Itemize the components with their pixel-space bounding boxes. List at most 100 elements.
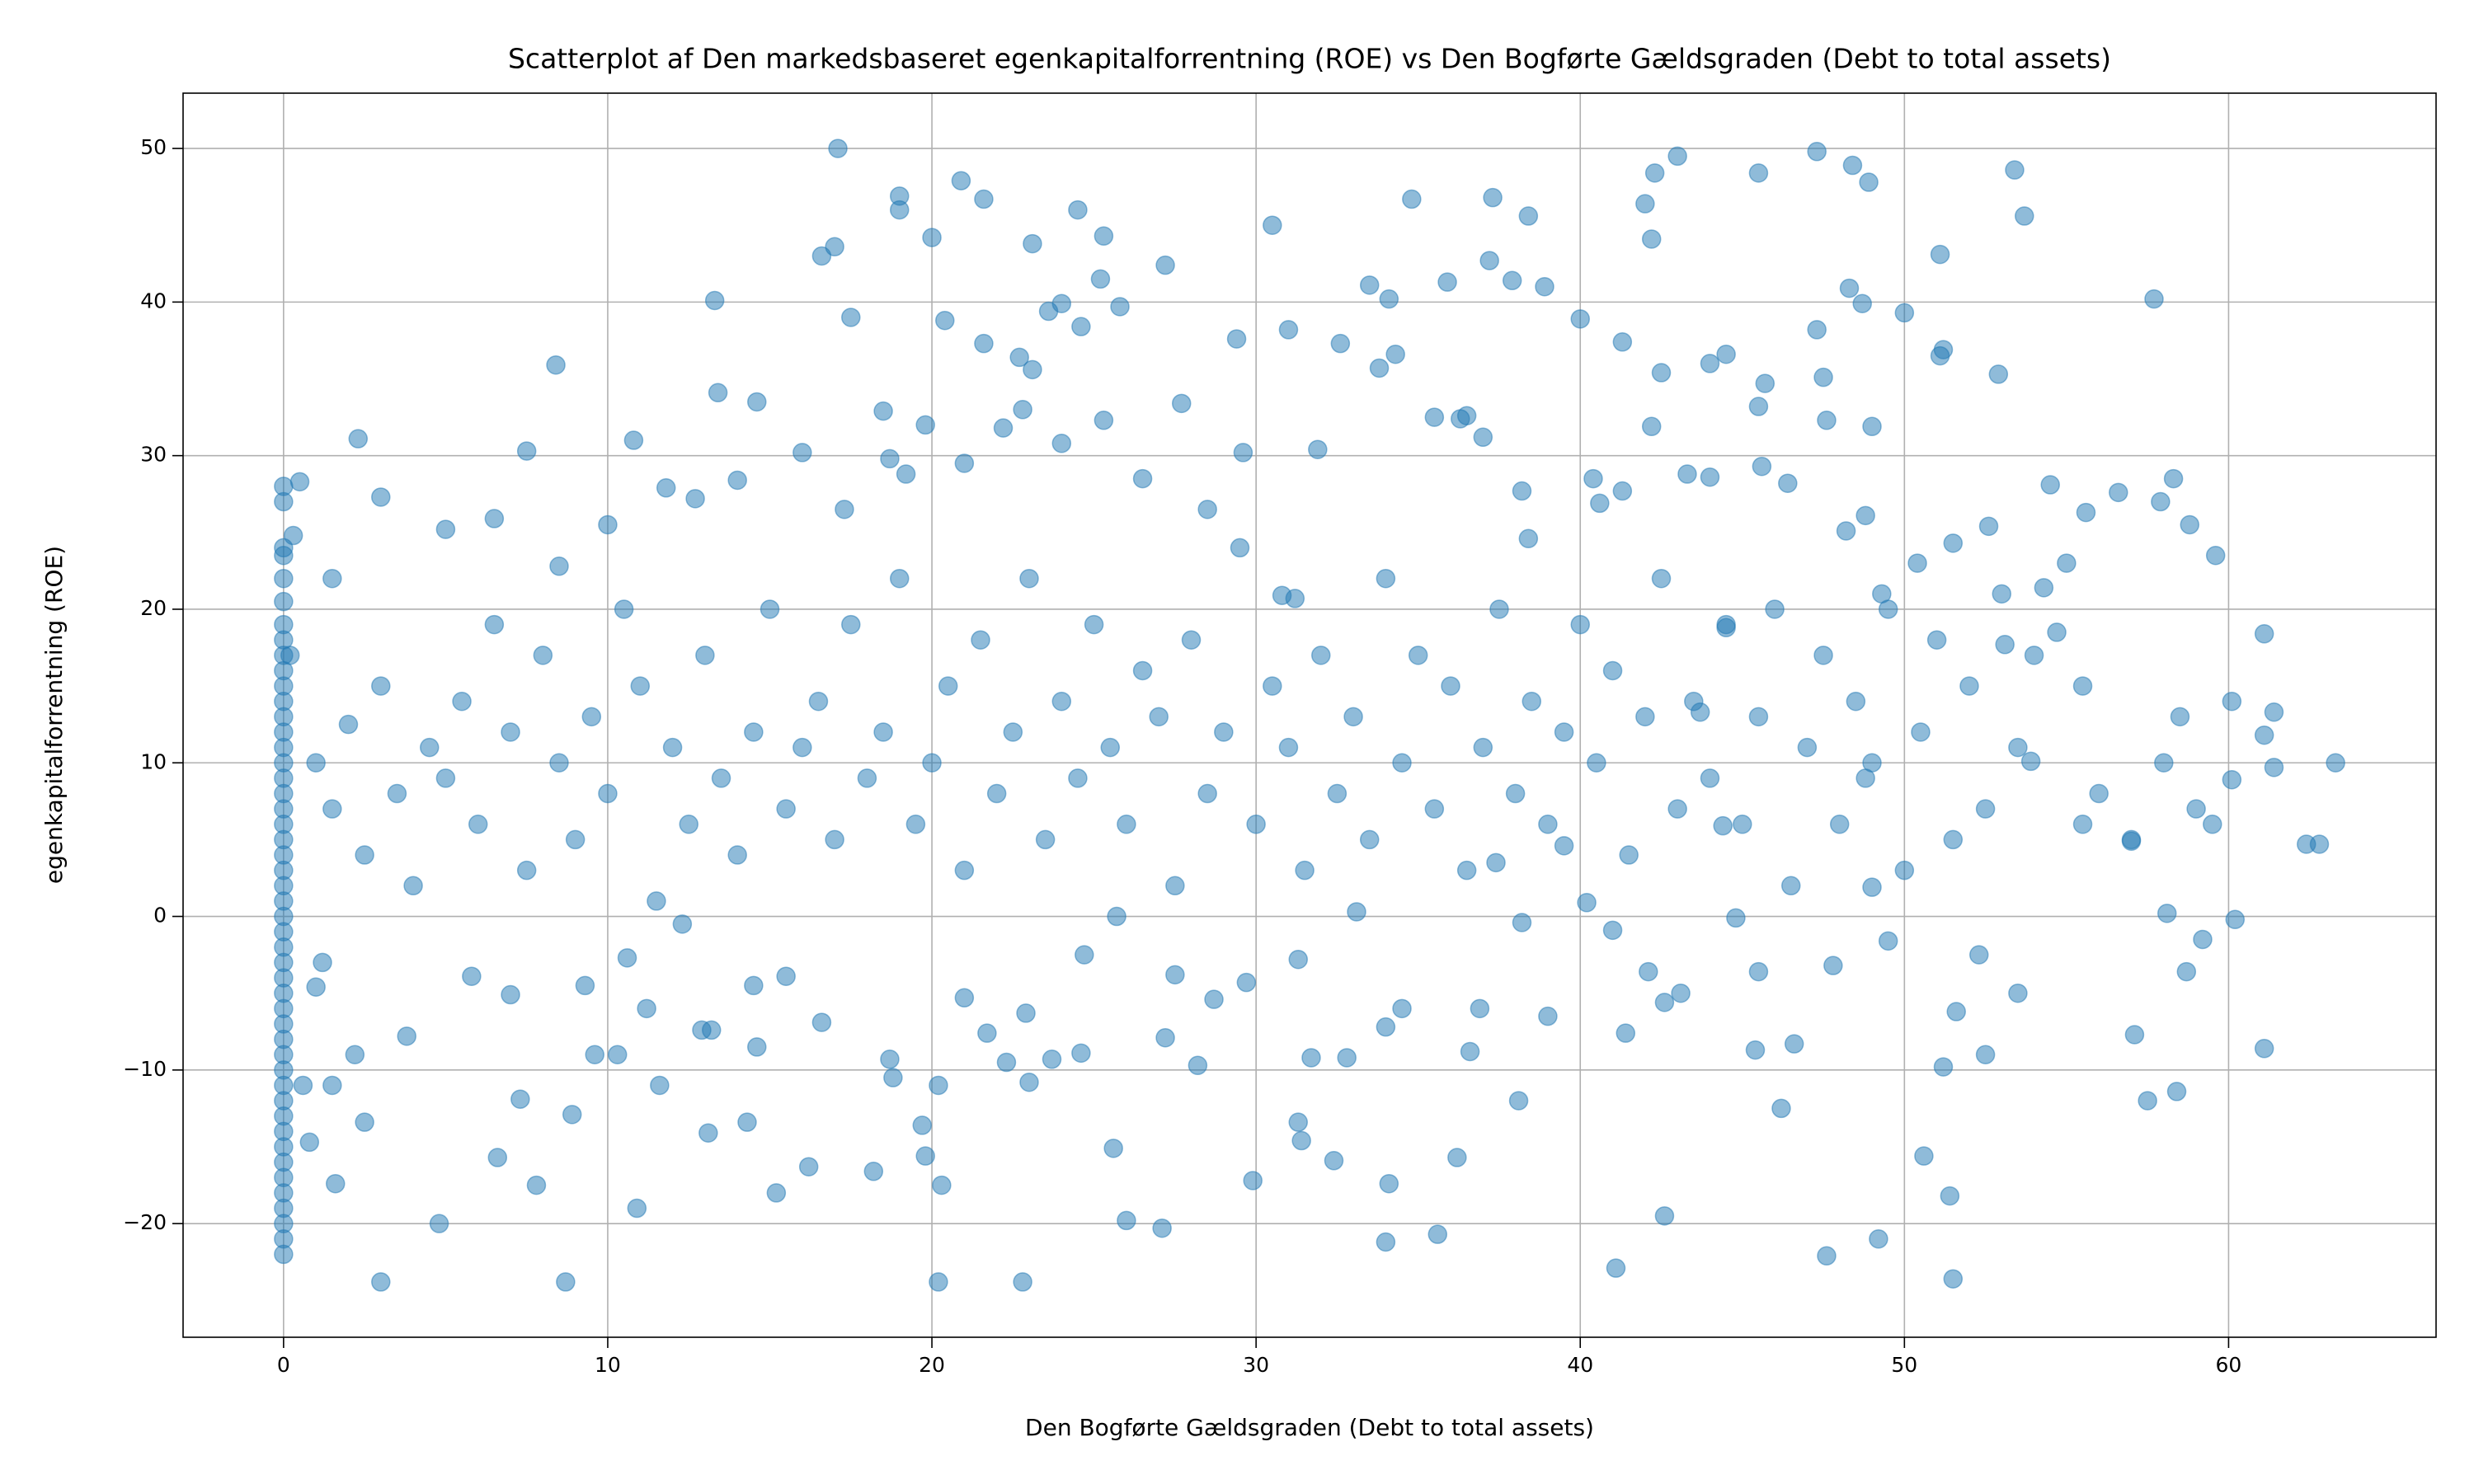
scatter-point: [1700, 354, 1720, 373]
scatter-point: [825, 237, 844, 257]
scatter-point: [1243, 1171, 1263, 1190]
scatter-point: [1755, 373, 1776, 393]
scatter-point: [371, 487, 391, 507]
scatter-point: [1165, 876, 1185, 896]
scatter-point: [2176, 961, 2197, 982]
scatter-point: [1285, 589, 1305, 608]
scatter-point: [1084, 614, 1104, 635]
scatter-point: [1839, 278, 1860, 298]
scatter-point: [708, 383, 728, 403]
scatter-point: [2024, 646, 2044, 665]
scatter-point: [1995, 635, 2015, 655]
scatter-point: [598, 514, 618, 535]
scatter-point: [1752, 456, 1772, 477]
scatter-point: [1926, 630, 1947, 650]
y-tick-label: 0: [153, 904, 167, 928]
scatter-point: [1975, 1045, 1996, 1064]
scatter-point: [662, 737, 683, 758]
scatter-point: [2072, 676, 2093, 696]
scatter-point: [2005, 160, 2025, 180]
scatter-point: [929, 1075, 948, 1096]
y-tick-label: −20: [123, 1210, 167, 1234]
y-tick-label: 10: [140, 749, 167, 773]
scatter-point: [1943, 829, 1964, 850]
scatter-point: [2121, 829, 2142, 850]
scatter-point: [744, 975, 764, 996]
x-tick-label: 10: [595, 1353, 621, 1377]
scatter-point: [1456, 406, 1477, 425]
scatter-point: [429, 1214, 449, 1233]
scatter-point: [793, 737, 812, 758]
scatter-point: [1570, 309, 1590, 329]
scatter-point: [468, 815, 488, 834]
scatter-point: [1807, 320, 1827, 340]
scatter-point: [1117, 1210, 1136, 1231]
scatter-point: [747, 1037, 767, 1057]
scatter-point: [322, 799, 342, 819]
scatter-point: [283, 525, 303, 546]
scatter-point: [1479, 251, 1499, 270]
x-tick-label: 20: [919, 1353, 945, 1377]
scatter-point: [1583, 468, 1603, 489]
scatter-point: [650, 1075, 670, 1096]
scatter-point: [2264, 702, 2284, 722]
scatter-point: [1051, 691, 1072, 711]
scatter-point: [1869, 1229, 1888, 1249]
scatter-point: [420, 737, 440, 758]
scatter-point: [1914, 1146, 1934, 1166]
scatter-point: [1959, 676, 1979, 696]
scatter-point: [873, 722, 893, 742]
scatter-point: [1968, 945, 1989, 965]
scatter-point: [533, 646, 553, 665]
scatter-point: [1035, 829, 1056, 850]
scatter-point: [293, 1075, 313, 1096]
scatter-point: [1376, 568, 1396, 589]
scatter-point: [685, 489, 705, 509]
scatter-point: [627, 1198, 647, 1219]
scatter-point: [1392, 998, 1412, 1019]
x-tick-label: 30: [1243, 1353, 1269, 1377]
scatter-point: [1263, 676, 1282, 696]
scatter-point: [711, 768, 731, 788]
scatter-point: [1278, 737, 1299, 758]
scatter-point: [1233, 443, 1253, 463]
scatter-point: [1376, 1232, 1396, 1252]
scatter-point: [1197, 500, 1217, 519]
scatter-point: [1424, 407, 1445, 427]
plot-frame: [182, 92, 2437, 1338]
scatter-point: [1051, 434, 1072, 453]
scatter-point: [2309, 834, 2330, 854]
scatter-point: [935, 310, 955, 331]
scatter-point: [1327, 783, 1348, 804]
scatter-point: [1226, 329, 1247, 349]
scatter-point: [811, 1012, 832, 1032]
scatter-point: [841, 614, 861, 635]
scatter-point: [1522, 691, 1542, 711]
scatter-point: [1489, 599, 1509, 619]
scatter-point: [1671, 983, 1691, 1003]
scatter-point: [1155, 1027, 1175, 1048]
scatter-point: [880, 1050, 900, 1069]
scatter-point: [452, 691, 472, 711]
scatter-point: [883, 1068, 903, 1087]
scatter-point: [793, 443, 812, 463]
scatter-point: [1075, 945, 1094, 965]
scatter-point: [387, 783, 407, 804]
scatter-point: [1013, 1272, 1032, 1292]
scatter-point: [704, 290, 725, 311]
scatter-point: [487, 1148, 508, 1167]
scatter-point: [1456, 860, 1477, 881]
scatter-point: [1103, 1139, 1123, 1158]
scatter-point: [2203, 815, 2222, 834]
scatter-point: [1376, 1017, 1396, 1037]
y-tick-label: −10: [123, 1057, 167, 1081]
scatter-point: [516, 860, 537, 881]
scatter-point: [1651, 568, 1672, 589]
scatter-point: [1748, 707, 1769, 727]
y-tick-label: 50: [140, 135, 167, 159]
scatter-point: [1379, 289, 1399, 309]
scatter-point: [562, 1105, 582, 1125]
scatter-point: [322, 1075, 342, 1096]
y-tick-label: 20: [140, 596, 167, 620]
